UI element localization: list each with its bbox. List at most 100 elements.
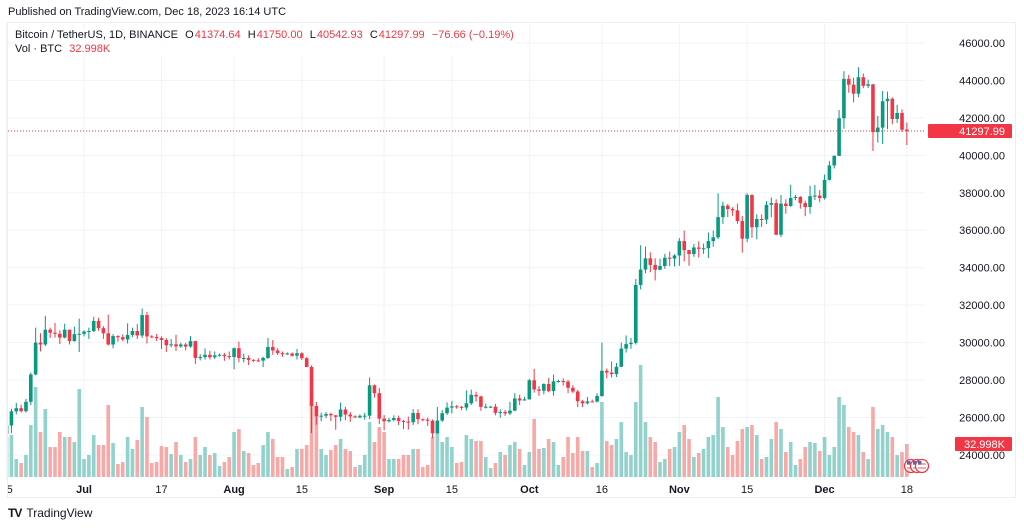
candle-body <box>856 77 861 94</box>
candle-body <box>435 420 440 434</box>
volume-bar <box>735 441 740 477</box>
volume-value: 32.998K <box>69 43 111 55</box>
change-value: −76.66 (−0.19%) <box>431 29 514 41</box>
candle-body <box>542 384 546 391</box>
volume-bar <box>106 405 111 477</box>
candle-body <box>513 398 517 411</box>
volume-bar <box>561 457 565 477</box>
candle-body <box>91 320 96 332</box>
volume-bar <box>846 427 851 477</box>
candle-body <box>774 203 778 235</box>
candle-body <box>285 353 290 355</box>
volume-bar <box>87 455 91 477</box>
volume-bar <box>58 432 62 477</box>
volume-bar <box>237 429 241 477</box>
time-tick-label: Nov <box>669 484 691 496</box>
candle-body <box>493 406 498 413</box>
time-tick-label: 15 <box>741 484 753 496</box>
candle-body <box>183 344 188 347</box>
candle-body <box>658 266 662 270</box>
volume-bar <box>333 445 338 477</box>
candle-body <box>793 196 798 199</box>
volume-bar <box>624 452 628 477</box>
price-tick-label: 30000.00 <box>959 338 1005 350</box>
volume-bar <box>159 446 164 477</box>
volume-bar <box>629 455 633 477</box>
last-price-markers: 41297.99 32.998K <box>8 124 1012 474</box>
volume-bar <box>77 389 81 477</box>
volume-bar <box>755 435 759 477</box>
volume-bar <box>595 463 599 477</box>
candle-body <box>387 419 391 422</box>
volume-bar <box>406 455 411 477</box>
symbol-title[interactable]: Bitcoin / TetherUS, 1D, BINANCE <box>15 29 179 41</box>
candle-body <box>372 385 377 394</box>
price-tick-label: 26000.00 <box>959 413 1005 425</box>
candle-body <box>377 393 382 419</box>
time-tick-label: Sep <box>374 484 394 496</box>
volume-bar <box>764 457 769 477</box>
candle-body <box>604 370 609 373</box>
volume-bar <box>280 457 285 477</box>
volume-bar <box>164 447 169 477</box>
time-tick-label: 15 <box>446 484 458 496</box>
tradingview-logo-icon[interactable]: TV <box>8 506 22 520</box>
volume-bar <box>522 465 527 477</box>
volume-bar <box>111 443 115 477</box>
price-tick-label: 34000.00 <box>959 263 1005 275</box>
brand-name[interactable]: TradingView <box>26 506 93 520</box>
high-label: H <box>247 29 256 41</box>
volume-bar <box>672 447 677 477</box>
candle-body <box>421 419 425 421</box>
volume-bar <box>150 463 154 477</box>
volume-bar <box>145 417 149 477</box>
volume-bar <box>67 437 72 477</box>
candle-body <box>454 406 459 408</box>
volume-bar <box>663 459 667 477</box>
candle-body <box>687 250 691 255</box>
volume-bar <box>256 463 261 477</box>
candle-body <box>827 165 832 180</box>
candle-body <box>353 416 357 418</box>
candle-body <box>677 241 682 256</box>
price-tick-label: 46000.00 <box>959 38 1005 50</box>
candle-body <box>609 372 614 375</box>
volume-bar <box>837 397 841 477</box>
candle-body <box>469 394 474 404</box>
candle-body <box>164 339 169 346</box>
volume-bar <box>154 462 159 477</box>
volume-bar <box>319 449 323 477</box>
volume-bar <box>740 429 745 477</box>
volume-bar <box>183 462 188 477</box>
volume-bar <box>793 465 798 477</box>
volume-bar <box>135 440 140 477</box>
volume-bar <box>667 449 672 477</box>
volume-bar <box>48 447 52 477</box>
candle-body <box>474 394 478 397</box>
price-axis: 24000.00 26000.00 28000.00 30000.00 32000.00… <box>959 38 1005 462</box>
volume-bar <box>314 417 319 477</box>
last-volume-label: 32.998K <box>964 439 1006 451</box>
candle-body <box>861 77 866 86</box>
volume-bar <box>537 449 541 477</box>
volume-bar <box>774 422 778 477</box>
price-tick-label: 24000.00 <box>959 450 1005 462</box>
volume-bar <box>222 462 227 477</box>
candle-body <box>837 118 841 156</box>
volume-bar <box>779 429 783 477</box>
volume-bar <box>82 459 86 477</box>
volume-bar <box>614 439 619 477</box>
volume-bar <box>193 437 198 477</box>
candle-body <box>169 344 173 346</box>
candle-body <box>846 78 851 85</box>
volume-bar <box>803 447 807 477</box>
volume-bar <box>498 452 503 477</box>
volume-bar <box>435 432 440 477</box>
candle-body <box>503 411 507 414</box>
candle-body <box>459 406 464 408</box>
volume-bar <box>411 449 415 477</box>
volume-bar <box>169 454 173 477</box>
volume-bar <box>271 439 275 477</box>
candle-body <box>692 247 696 255</box>
